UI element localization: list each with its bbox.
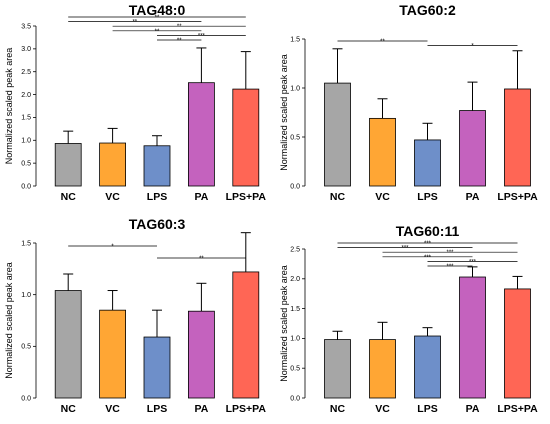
y-axis-label: Normalized scaled peak area <box>4 262 14 379</box>
category-label: VC <box>105 403 120 415</box>
bar-pa <box>187 310 215 399</box>
significance-label: ** <box>155 29 160 35</box>
bar-nc <box>54 143 82 187</box>
category-label: LPS <box>147 191 167 203</box>
significance-label: *** <box>198 33 206 39</box>
y-tick-label: 0.0 <box>21 183 31 190</box>
y-tick-label: 0.5 <box>21 344 31 351</box>
category-label: PA <box>466 191 480 203</box>
y-tick-label: 1.5 <box>21 115 31 122</box>
bar-lps-pa <box>232 88 260 187</box>
category-label: VC <box>375 191 390 203</box>
significance-label: *** <box>446 264 454 270</box>
y-axis-label: Normalized scaled peak area <box>279 265 289 382</box>
category-label: PA <box>194 403 208 415</box>
bar-vc <box>99 142 126 187</box>
panel-title: TAG60:2 <box>399 2 456 18</box>
y-tick-label: 1.5 <box>21 240 31 247</box>
panel-title: TAG60:3 <box>129 216 186 232</box>
significance-label: *** <box>401 246 409 252</box>
bar-vc <box>99 309 126 399</box>
category-label: LPS+PA <box>226 191 267 203</box>
y-tick-label: 1.0 <box>290 336 300 343</box>
category-label: PA <box>194 191 208 203</box>
y-tick-label: 0.5 <box>290 134 300 141</box>
y-tick-label: 3.0 <box>21 46 31 53</box>
y-tick-label: 0.5 <box>290 366 300 373</box>
category-label: NC <box>61 403 77 415</box>
category-label: NC <box>330 191 346 203</box>
bar-pa <box>459 276 486 399</box>
y-tick-label: 3.5 <box>21 23 31 30</box>
category-label: LPS+PA <box>497 191 538 203</box>
significance-label: ** <box>155 15 160 21</box>
category-label: LPS <box>417 403 437 415</box>
category-label: NC <box>330 403 346 415</box>
y-tick-label: 2.5 <box>290 246 300 253</box>
bar-vc <box>369 339 396 399</box>
category-label: LPS <box>417 191 437 203</box>
bar-lps <box>414 335 441 399</box>
y-tick-label: 1.0 <box>21 292 31 299</box>
bar-lps <box>414 139 441 187</box>
significance-label: * <box>471 44 474 50</box>
y-axis-label: Normalized scaled peak area <box>279 54 289 171</box>
significance-label: ** <box>177 38 182 44</box>
bar-lps-pa <box>232 271 260 399</box>
bar-nc <box>54 290 82 399</box>
y-tick-label: 2.5 <box>21 69 31 76</box>
y-tick-label: 1.0 <box>290 85 300 92</box>
significance-label: ** <box>380 39 385 45</box>
significance-label: *** <box>469 259 477 265</box>
y-tick-label: 0.5 <box>21 160 31 167</box>
y-axis-label: Normalized scaled peak area <box>4 48 14 165</box>
significance-label: *** <box>446 250 454 256</box>
y-tick-label: 2.0 <box>290 276 300 283</box>
category-label: LPS+PA <box>497 403 538 415</box>
y-tick-label: 2.0 <box>21 92 31 99</box>
significance-label: *** <box>424 255 432 261</box>
bar-lps <box>143 145 171 187</box>
bar-lps-pa <box>504 88 531 187</box>
significance-label: ** <box>132 20 137 26</box>
category-label: VC <box>105 191 120 203</box>
y-tick-label: 1.5 <box>290 306 300 313</box>
significance-label: *** <box>424 241 432 247</box>
significance-label: ** <box>199 256 204 262</box>
y-tick-label: 0.0 <box>290 183 300 190</box>
significance-label: * <box>111 244 114 250</box>
category-label: PA <box>466 403 480 415</box>
y-tick-label: 1.5 <box>290 36 300 43</box>
bar-lps <box>143 336 171 399</box>
category-label: NC <box>61 191 77 203</box>
y-tick-label: 1.0 <box>21 138 31 145</box>
category-label: LPS <box>147 403 167 415</box>
bar-nc <box>324 339 351 399</box>
category-label: LPS+PA <box>226 403 267 415</box>
bar-vc <box>369 117 396 187</box>
y-tick-label: 0.0 <box>290 395 300 402</box>
y-tick-label: 0.0 <box>21 395 31 402</box>
bar-nc <box>324 82 351 187</box>
panel-title: TAG60:11 <box>396 223 460 239</box>
category-label: VC <box>375 403 390 415</box>
bar-pa <box>187 82 215 187</box>
bar-pa <box>459 110 486 187</box>
panel-title: TAG48:0 <box>129 2 186 18</box>
bar-lps-pa <box>504 288 531 399</box>
significance-label: ** <box>177 24 182 30</box>
